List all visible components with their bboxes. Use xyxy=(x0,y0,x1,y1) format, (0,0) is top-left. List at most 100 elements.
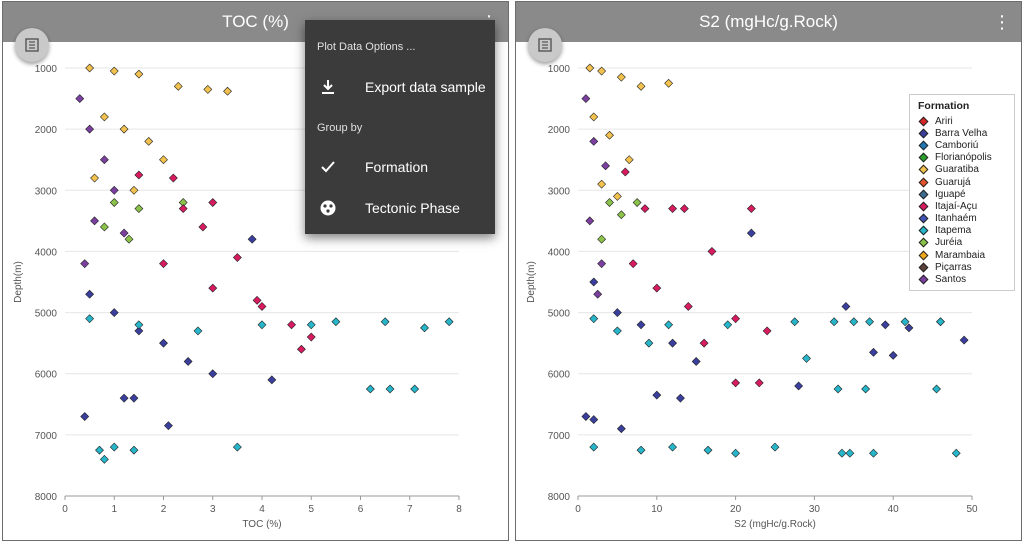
data-point-jur-ia[interactable] xyxy=(597,234,607,244)
data-point-guaratiba[interactable] xyxy=(109,66,119,76)
data-point-barra-velha[interactable] xyxy=(85,289,95,299)
data-point-itapema[interactable] xyxy=(865,317,874,327)
data-point-itapema[interactable] xyxy=(85,314,95,324)
s2-scatter-plot[interactable]: 1000 2000 3000 4000 5000 6000 7000 8000 0 10 20 30 4… xyxy=(516,2,1022,541)
data-point-itapema[interactable] xyxy=(589,314,599,324)
data-point-barra-velha[interactable] xyxy=(80,412,90,421)
data-point-guaratiba[interactable] xyxy=(85,63,95,73)
data-point-santos[interactable] xyxy=(119,228,129,238)
s2-data-table-button[interactable] xyxy=(528,28,562,62)
data-point-itapema[interactable] xyxy=(589,442,599,452)
legend-item[interactable]: Itanhaém xyxy=(918,213,1006,225)
data-point-itapema[interactable] xyxy=(802,354,811,363)
data-point-santos[interactable] xyxy=(601,161,611,171)
data-point-itapema[interactable] xyxy=(837,448,847,458)
data-point-barra-velha[interactable] xyxy=(247,234,257,244)
group-by-formation-item[interactable]: Formation xyxy=(305,150,495,184)
data-point-santos[interactable] xyxy=(597,259,607,269)
data-point-itaja-a-u[interactable] xyxy=(208,283,218,293)
data-point-itapema[interactable] xyxy=(257,320,267,330)
data-point-itapema[interactable] xyxy=(95,445,104,455)
data-point-itaja-a-u[interactable] xyxy=(640,204,650,214)
data-point-guaratiba[interactable] xyxy=(636,81,646,91)
data-point-jur-ia[interactable] xyxy=(632,198,642,207)
data-point-barra-velha[interactable] xyxy=(959,335,969,345)
toc-data-table-button[interactable] xyxy=(15,28,49,62)
data-point-guaratiba[interactable] xyxy=(129,185,139,195)
data-point-santos[interactable] xyxy=(90,216,99,226)
data-point-guaratiba[interactable] xyxy=(605,130,614,140)
data-point-itapema[interactable] xyxy=(420,323,429,333)
data-point-santos[interactable] xyxy=(75,94,85,103)
data-point-itapema[interactable] xyxy=(731,448,741,458)
data-point-itaja-a-u[interactable] xyxy=(620,167,630,177)
data-point-itaja-a-u[interactable] xyxy=(683,302,693,311)
data-point-itaja-a-u[interactable] xyxy=(257,302,267,311)
data-point-barra-velha[interactable] xyxy=(581,412,591,421)
data-point-itaja-a-u[interactable] xyxy=(699,338,709,348)
data-point-barra-velha[interactable] xyxy=(589,277,599,287)
data-point-guaratiba[interactable] xyxy=(119,124,129,134)
data-point-itaja-a-u[interactable] xyxy=(134,170,144,180)
data-point-itaja-a-u[interactable] xyxy=(628,259,638,269)
data-point-guaratiba[interactable] xyxy=(99,112,109,122)
data-point-barra-velha[interactable] xyxy=(880,320,890,330)
data-point-itapema[interactable] xyxy=(410,384,420,394)
data-point-itapema[interactable] xyxy=(232,442,242,452)
legend-item[interactable]: Santos xyxy=(918,273,1006,285)
data-point-barra-velha[interactable] xyxy=(164,421,173,431)
legend-item[interactable]: Itajaí-Açu xyxy=(918,200,1006,212)
data-point-barra-velha[interactable] xyxy=(134,326,144,336)
data-point-itapema[interactable] xyxy=(385,384,395,394)
data-point-guaratiba[interactable] xyxy=(585,63,595,73)
data-point-itapema[interactable] xyxy=(723,320,733,330)
data-point-itaja-a-u[interactable] xyxy=(746,204,756,214)
data-point-itaja-a-u[interactable] xyxy=(208,198,218,207)
data-point-jur-ia[interactable] xyxy=(605,198,614,207)
data-point-guaratiba[interactable] xyxy=(134,69,144,79)
data-point-itapema[interactable] xyxy=(845,448,855,458)
data-point-itapema[interactable] xyxy=(900,317,910,327)
data-point-itapema[interactable] xyxy=(331,317,341,327)
data-point-itapema[interactable] xyxy=(444,317,454,327)
data-point-itaja-a-u[interactable] xyxy=(296,344,306,354)
data-point-barra-velha[interactable] xyxy=(183,357,193,366)
data-point-itaja-a-u[interactable] xyxy=(754,378,764,388)
data-point-itapema[interactable] xyxy=(380,317,390,327)
data-point-guaratiba[interactable] xyxy=(612,191,622,201)
data-point-itaja-a-u[interactable] xyxy=(198,222,208,232)
data-point-itaja-a-u[interactable] xyxy=(731,378,741,388)
data-point-barra-velha[interactable] xyxy=(746,228,756,238)
data-point-barra-velha[interactable] xyxy=(668,338,677,348)
group-by-tectonic-phase-item[interactable]: Tectonic Phase xyxy=(305,191,495,225)
data-point-itaja-a-u[interactable] xyxy=(668,204,677,214)
data-point-guaratiba[interactable] xyxy=(664,78,674,88)
data-point-guaratiba[interactable] xyxy=(223,86,232,96)
data-point-itapema[interactable] xyxy=(668,442,677,452)
data-point-itaja-a-u[interactable] xyxy=(287,320,296,330)
data-point-itapema[interactable] xyxy=(134,320,144,330)
s2-more-options-icon[interactable]: ⋮ xyxy=(993,12,1011,32)
data-point-itaja-a-u[interactable] xyxy=(168,173,178,183)
data-point-santos[interactable] xyxy=(585,216,595,226)
legend-item[interactable]: Guarujá xyxy=(918,176,1006,188)
legend-item[interactable]: Guaratiba xyxy=(918,164,1006,176)
data-point-itapema[interactable] xyxy=(636,445,646,455)
data-point-itapema[interactable] xyxy=(833,384,843,394)
data-point-itapema[interactable] xyxy=(770,442,780,452)
data-point-barra-velha[interactable] xyxy=(129,393,139,403)
data-point-santos[interactable] xyxy=(109,185,119,195)
data-point-barra-velha[interactable] xyxy=(869,347,878,357)
data-point-itaja-a-u[interactable] xyxy=(252,295,262,305)
data-point-barra-velha[interactable] xyxy=(794,381,804,391)
data-point-itapema[interactable] xyxy=(644,338,654,348)
data-point-barra-velha[interactable] xyxy=(904,323,914,333)
data-point-itaja-a-u[interactable] xyxy=(762,326,772,336)
data-point-jur-ia[interactable] xyxy=(109,198,119,207)
data-point-guaratiba[interactable] xyxy=(597,179,607,189)
data-point-itapema[interactable] xyxy=(951,448,961,458)
data-point-guaratiba[interactable] xyxy=(144,136,154,146)
data-point-itapema[interactable] xyxy=(790,317,800,327)
data-point-itaja-a-u[interactable] xyxy=(159,259,168,269)
data-point-itapema[interactable] xyxy=(612,326,622,336)
